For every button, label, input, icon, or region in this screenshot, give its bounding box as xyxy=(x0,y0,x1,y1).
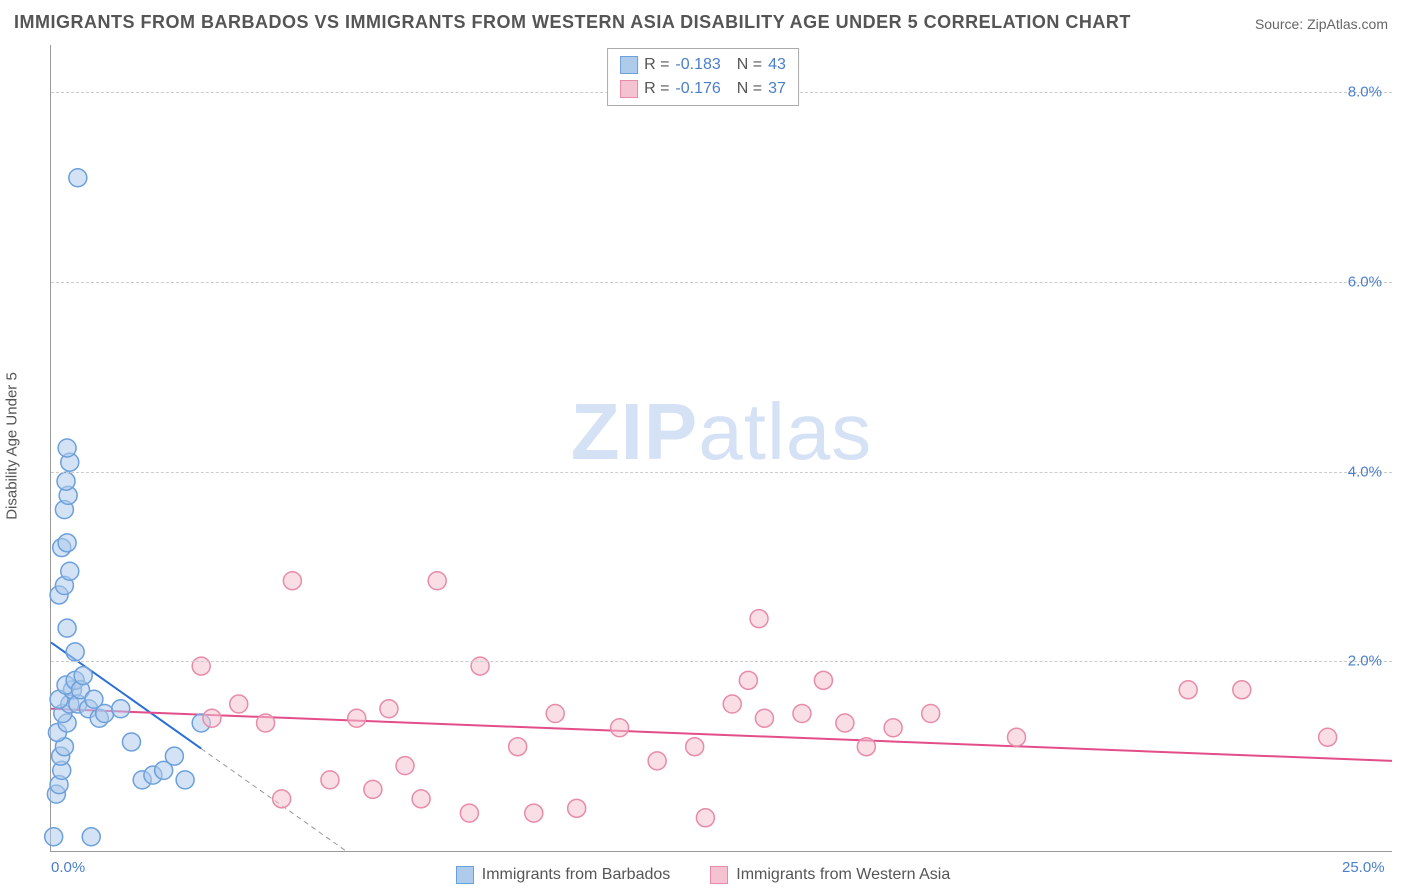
y-tick-label: 8.0% xyxy=(1348,84,1382,101)
r-label-2: R = xyxy=(644,77,669,101)
scatter-point xyxy=(69,169,87,187)
r-label-1: R = xyxy=(644,53,669,77)
correlation-row-1: R = -0.183 N = 43 xyxy=(620,53,786,77)
scatter-point xyxy=(686,738,704,756)
scatter-point xyxy=(884,719,902,737)
scatter-point xyxy=(45,828,63,846)
y-tick-label: 6.0% xyxy=(1348,274,1382,291)
scatter-point xyxy=(61,562,79,580)
n-label-2: N = xyxy=(737,77,762,101)
scatter-point xyxy=(723,695,741,713)
y-tick-label: 2.0% xyxy=(1348,653,1382,670)
scatter-point xyxy=(66,643,84,661)
scatter-point xyxy=(1233,681,1251,699)
scatter-point xyxy=(192,657,210,675)
scatter-point xyxy=(257,714,275,732)
scatter-point xyxy=(648,752,666,770)
scatter-point xyxy=(546,705,564,723)
scatter-point xyxy=(793,705,811,723)
r-value-1: -0.183 xyxy=(675,53,720,77)
scatter-point xyxy=(460,804,478,822)
legend-label-2: Immigrants from Western Asia xyxy=(736,866,950,884)
scatter-point xyxy=(396,757,414,775)
scatter-point xyxy=(696,809,714,827)
scatter-point xyxy=(509,738,527,756)
scatter-point xyxy=(58,534,76,552)
scatter-point xyxy=(428,572,446,590)
legend-bottom: Immigrants from Barbados Immigrants from… xyxy=(0,866,1406,884)
chart-plot-area: ZIPatlas 2.0%4.0%6.0%8.0%0.0%25.0% xyxy=(50,45,1392,852)
legend-label-1: Immigrants from Barbados xyxy=(482,866,671,884)
scatter-point xyxy=(58,619,76,637)
scatter-point xyxy=(58,439,76,457)
scatter-point xyxy=(230,695,248,713)
scatter-point xyxy=(412,790,430,808)
n-value-2: 37 xyxy=(768,77,786,101)
chart-title: IMMIGRANTS FROM BARBADOS VS IMMIGRANTS F… xyxy=(14,12,1131,33)
swatch-series-1 xyxy=(620,56,638,74)
legend-swatch-1 xyxy=(456,866,474,884)
scatter-point xyxy=(755,709,773,727)
scatter-point xyxy=(471,657,489,675)
scatter-point xyxy=(750,610,768,628)
scatter-point xyxy=(165,747,183,765)
y-axis-label: Disability Age Under 5 xyxy=(4,372,21,520)
r-value-2: -0.176 xyxy=(675,77,720,101)
legend-swatch-2 xyxy=(710,866,728,884)
scatter-point xyxy=(112,700,130,718)
y-tick-label: 4.0% xyxy=(1348,463,1382,480)
scatter-point xyxy=(836,714,854,732)
legend-item-1: Immigrants from Barbados xyxy=(456,866,671,884)
scatter-point xyxy=(364,780,382,798)
scatter-point xyxy=(82,828,100,846)
scatter-point xyxy=(922,705,940,723)
scatter-point xyxy=(1319,728,1337,746)
scatter-point xyxy=(857,738,875,756)
scatter-point xyxy=(525,804,543,822)
correlation-box: R = -0.183 N = 43 R = -0.176 N = 37 xyxy=(607,48,799,106)
scatter-point xyxy=(176,771,194,789)
scatter-point xyxy=(321,771,339,789)
correlation-row-2: R = -0.176 N = 37 xyxy=(620,77,786,101)
scatter-point xyxy=(739,671,757,689)
scatter-point xyxy=(57,472,75,490)
scatter-point xyxy=(814,671,832,689)
scatter-point xyxy=(1008,728,1026,746)
scatter-point xyxy=(611,719,629,737)
scatter-point xyxy=(203,709,221,727)
swatch-series-2 xyxy=(620,80,638,98)
scatter-point xyxy=(568,799,586,817)
scatter-point xyxy=(380,700,398,718)
source-attribution: Source: ZipAtlas.com xyxy=(1255,16,1388,32)
scatter-point xyxy=(1179,681,1197,699)
scatter-svg xyxy=(51,45,1392,851)
legend-item-2: Immigrants from Western Asia xyxy=(710,866,950,884)
n-value-1: 43 xyxy=(768,53,786,77)
scatter-point xyxy=(96,705,114,723)
scatter-point xyxy=(122,733,140,751)
scatter-point xyxy=(283,572,301,590)
scatter-point xyxy=(273,790,291,808)
scatter-point xyxy=(74,667,92,685)
scatter-point xyxy=(348,709,366,727)
n-label-1: N = xyxy=(737,53,762,77)
